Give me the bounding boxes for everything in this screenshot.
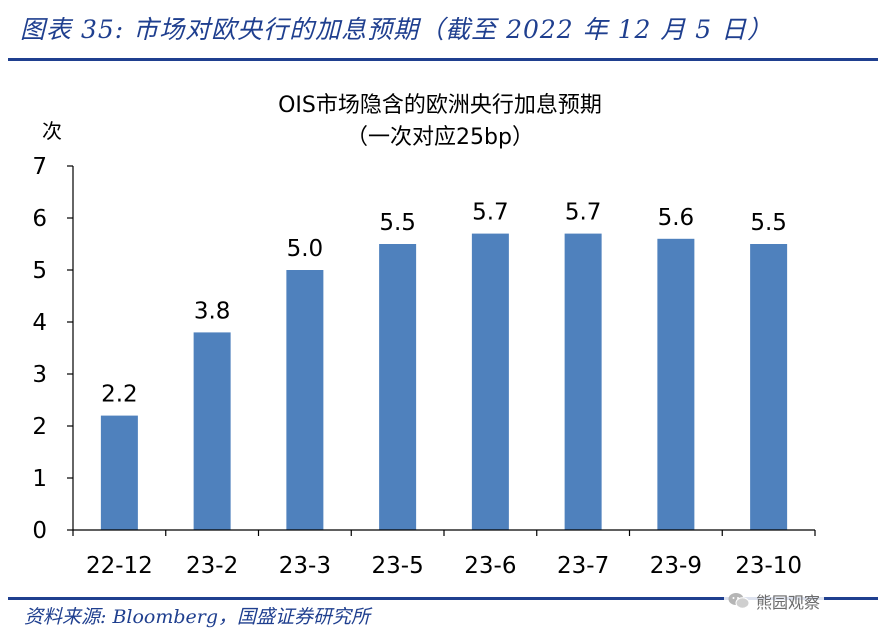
- wechat-icon: [728, 593, 750, 609]
- data-label-23-2: 3.8: [194, 298, 231, 324]
- watermark-text: 熊园观察: [756, 593, 821, 612]
- data-label-23-6: 5.7: [472, 200, 509, 226]
- bar-23-2: [193, 332, 231, 530]
- data-label-23-10: 5.5: [750, 210, 787, 236]
- x-tick-label-23-2: 23-2: [186, 553, 238, 579]
- data-label-23-3: 5.0: [287, 236, 324, 262]
- y-tick-label: 3: [32, 362, 47, 388]
- data-label-23-5: 5.5: [379, 210, 416, 236]
- y-tick-label: 7: [32, 154, 47, 180]
- x-tick-label-23-9: 23-9: [650, 553, 702, 579]
- chart-subtitle: （一次对应25bp）: [346, 125, 534, 150]
- x-tick-label-23-3: 23-3: [279, 553, 331, 579]
- watermark: 熊园观察: [724, 588, 825, 614]
- data-label-23-7: 5.7: [565, 200, 602, 226]
- bar-22-12: [100, 415, 138, 530]
- y-tick-label: 0: [32, 518, 47, 544]
- x-tick-label-23-10: 23-10: [735, 553, 802, 579]
- y-tick-label: 5: [32, 258, 47, 284]
- top-divider: [8, 58, 878, 61]
- bar-23-10: [750, 244, 788, 530]
- x-tick-label-23-5: 23-5: [372, 553, 424, 579]
- figure-title: 图表 35: 市场对欧央行的加息预期（截至 2022 年 12 月 5 日）: [20, 15, 774, 44]
- bar-23-3: [286, 270, 324, 530]
- bottom-divider: [8, 597, 878, 600]
- source-note: 资料来源: Bloomberg，国盛证券研究所: [24, 606, 371, 628]
- chart-title: OIS市场隐含的欧洲央行加息预期: [278, 93, 602, 118]
- data-label-22-12: 2.2: [101, 382, 138, 408]
- bar-23-6: [471, 233, 509, 530]
- x-tick-label-23-6: 23-6: [464, 553, 516, 579]
- x-tick-label-22-12: 22-12: [86, 553, 153, 579]
- y-tick-label: 4: [32, 310, 47, 336]
- bar-chart: OIS市场隐含的欧洲央行加息预期 （一次对应25bp） 次 0 1 2 3 4 5 6 7 2…: [32, 93, 816, 579]
- y-tick-label: 1: [32, 466, 47, 492]
- y-tick-label: 2: [32, 414, 47, 440]
- data-label-23-9: 5.6: [658, 205, 695, 231]
- bar-23-7: [564, 233, 602, 530]
- bar-23-5: [379, 244, 417, 530]
- bar-23-9: [657, 238, 695, 531]
- x-tick-label-23-7: 23-7: [557, 553, 609, 579]
- y-tick-label: 6: [32, 206, 47, 232]
- y-axis-unit-label: 次: [42, 119, 62, 143]
